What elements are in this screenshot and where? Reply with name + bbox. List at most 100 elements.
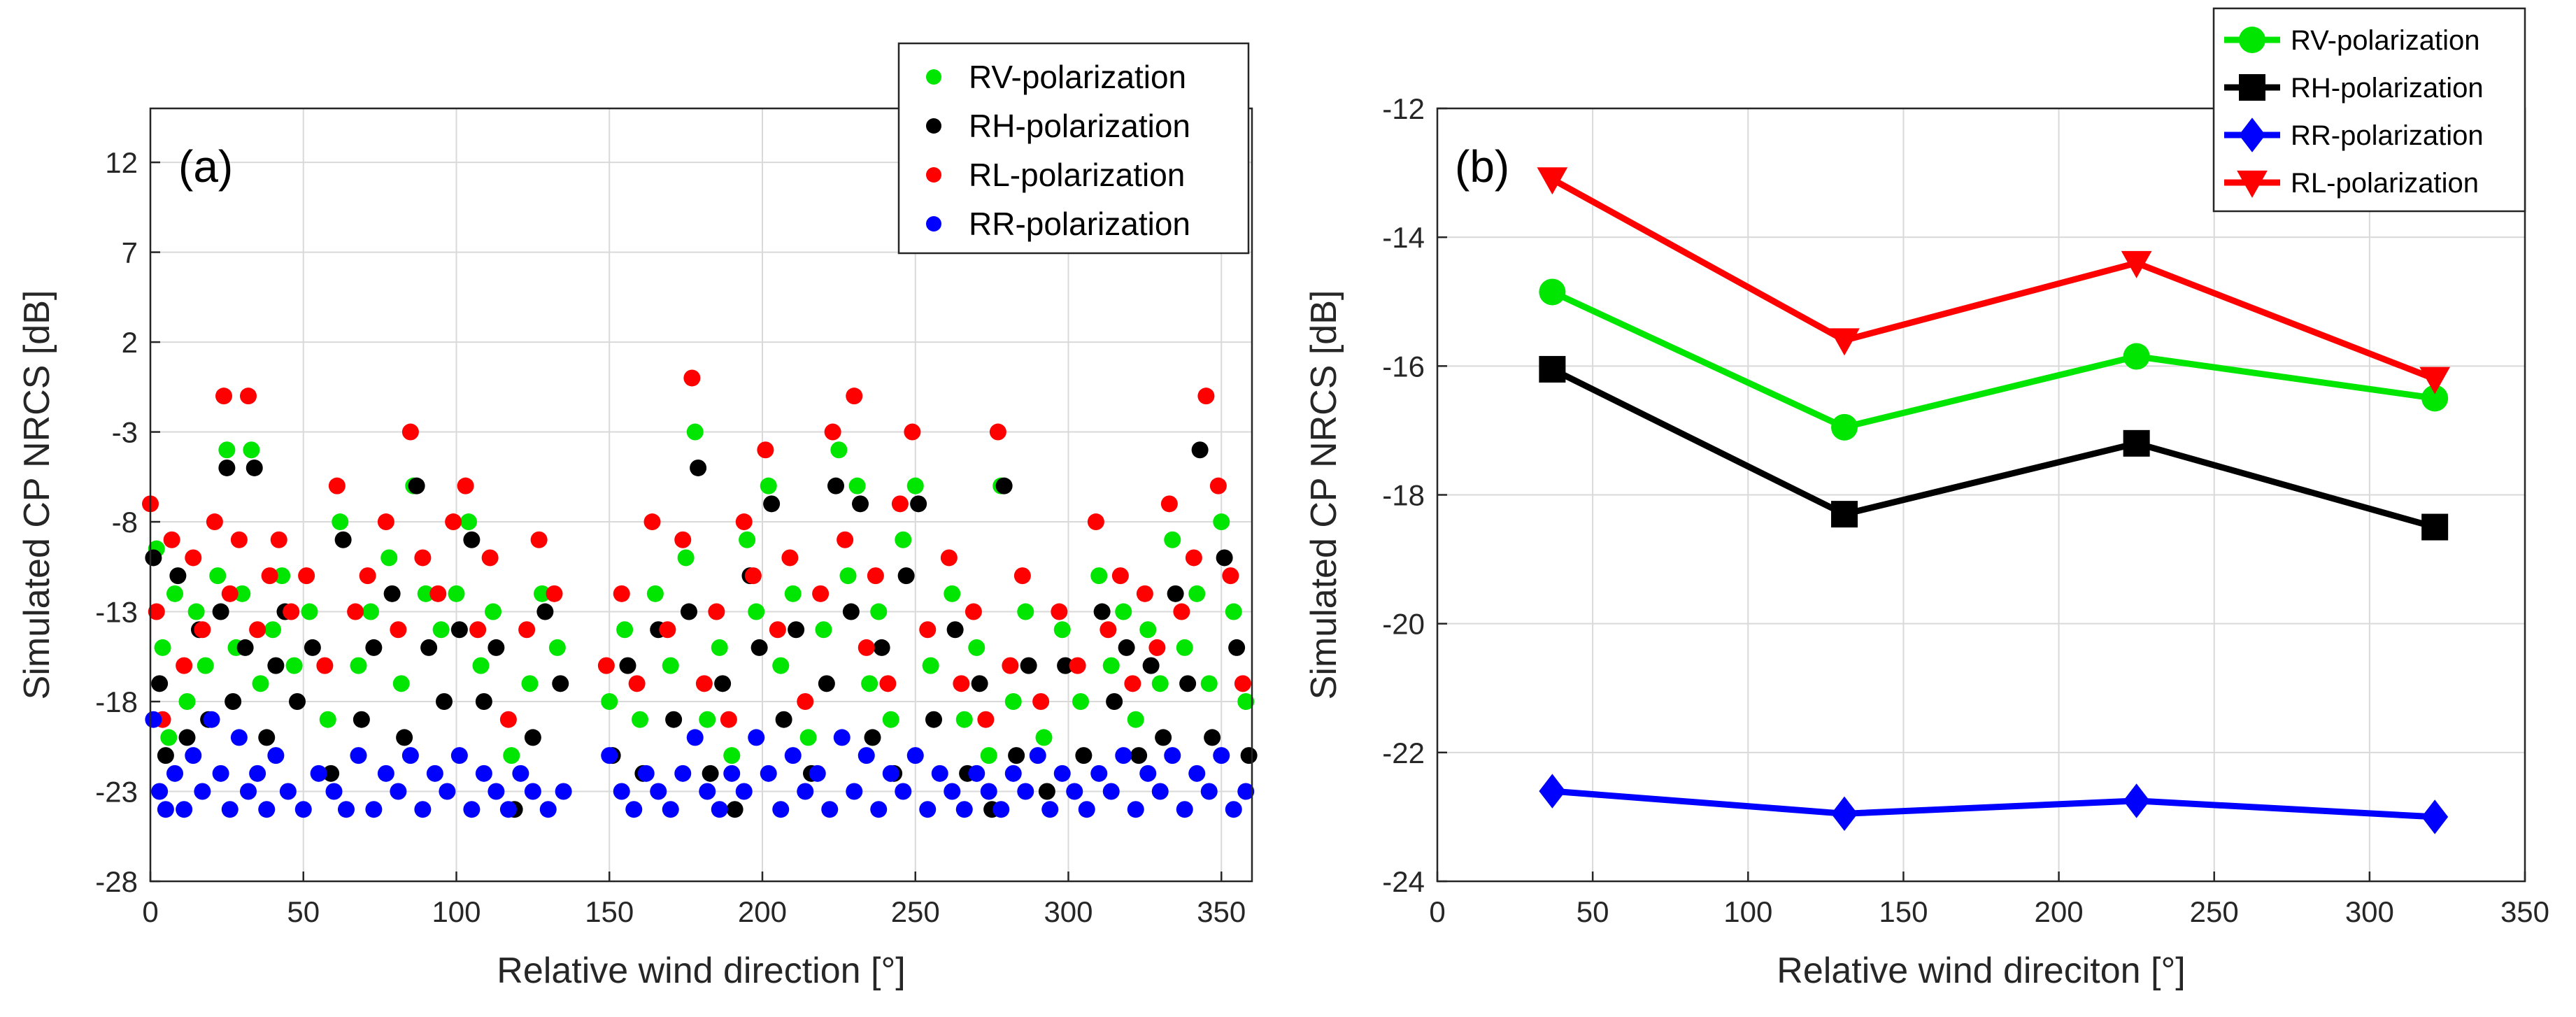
data-point bbox=[481, 549, 499, 567]
y-tick-label: -8 bbox=[112, 506, 138, 539]
data-point bbox=[536, 603, 554, 620]
y-tick-label: -18 bbox=[1382, 479, 1425, 512]
data-point bbox=[178, 729, 196, 746]
data-point bbox=[1102, 657, 1120, 674]
data-point bbox=[1234, 675, 1251, 692]
data-point bbox=[365, 801, 383, 818]
data-point bbox=[1148, 639, 1166, 656]
data-point bbox=[1127, 711, 1144, 728]
data-point bbox=[322, 764, 340, 782]
data-point bbox=[632, 711, 648, 728]
legend-marker bbox=[926, 69, 941, 85]
data-point bbox=[521, 675, 539, 692]
data-point bbox=[390, 621, 407, 639]
data-point bbox=[555, 783, 572, 800]
data-point bbox=[674, 531, 692, 548]
data-point bbox=[499, 801, 517, 818]
data-point bbox=[895, 783, 912, 800]
legend-marker bbox=[2239, 74, 2265, 101]
data-point bbox=[245, 459, 263, 476]
data-point bbox=[408, 477, 425, 495]
data-point bbox=[919, 801, 937, 818]
data-point bbox=[353, 711, 370, 728]
data-point bbox=[662, 657, 679, 674]
data-point bbox=[270, 531, 287, 548]
legend-entry: RL-polarization bbox=[2291, 168, 2479, 199]
data-point bbox=[524, 783, 541, 800]
x-tick-label: 0 bbox=[1429, 895, 1445, 928]
data-point bbox=[325, 783, 343, 800]
data-point bbox=[252, 675, 269, 692]
data-point bbox=[448, 585, 465, 602]
data-point bbox=[383, 585, 401, 602]
data-point bbox=[1167, 585, 1184, 602]
data-point bbox=[643, 513, 661, 531]
data-point bbox=[350, 747, 367, 764]
x-tick-label: 50 bbox=[287, 895, 320, 928]
data-point bbox=[861, 675, 878, 692]
data-point bbox=[846, 783, 863, 800]
data-point bbox=[1179, 675, 1197, 692]
data-point bbox=[1127, 801, 1144, 818]
data-point bbox=[1075, 747, 1093, 764]
data-marker bbox=[2421, 385, 2449, 412]
data-point bbox=[619, 657, 636, 674]
data-point bbox=[1078, 801, 1095, 818]
data-point bbox=[659, 621, 676, 639]
y-tick-label: 2 bbox=[122, 326, 138, 359]
data-point bbox=[821, 801, 839, 818]
data-marker bbox=[2123, 343, 2150, 370]
x-tick-label: 100 bbox=[432, 895, 481, 928]
data-point bbox=[267, 747, 285, 764]
data-point bbox=[809, 764, 826, 782]
data-point bbox=[1100, 621, 1117, 639]
data-point bbox=[833, 729, 851, 746]
data-point bbox=[971, 675, 988, 692]
data-point bbox=[524, 729, 541, 746]
data-point bbox=[503, 747, 520, 764]
x-tick-label: 150 bbox=[585, 895, 634, 928]
data-point bbox=[650, 783, 667, 800]
data-point bbox=[1013, 567, 1031, 585]
data-point bbox=[249, 621, 266, 639]
x-tick-labels: 0 50 100 150 200 250 300 350 bbox=[142, 895, 1246, 928]
data-point bbox=[1029, 747, 1046, 764]
y-tick-label: -18 bbox=[95, 685, 138, 718]
data-point bbox=[289, 693, 306, 711]
data-point bbox=[784, 585, 802, 602]
data-point bbox=[185, 549, 202, 567]
data-point bbox=[225, 693, 242, 711]
data-point bbox=[380, 549, 398, 567]
data-point bbox=[328, 477, 346, 495]
data-point bbox=[665, 711, 683, 728]
data-point bbox=[160, 729, 178, 746]
data-point bbox=[944, 585, 961, 602]
data-point bbox=[824, 423, 841, 441]
data-point bbox=[169, 567, 187, 585]
data-point bbox=[925, 711, 942, 728]
data-point bbox=[965, 603, 982, 620]
data-point bbox=[488, 783, 505, 800]
plot-frame bbox=[149, 107, 1253, 883]
series-rl-polarization bbox=[142, 369, 1251, 728]
data-point bbox=[1017, 603, 1034, 620]
data-point bbox=[1115, 747, 1132, 764]
data-point bbox=[512, 764, 529, 782]
data-point bbox=[837, 531, 854, 548]
data-point bbox=[597, 657, 615, 674]
data-point bbox=[285, 657, 303, 674]
data-point bbox=[145, 711, 162, 728]
data-point bbox=[944, 783, 961, 800]
data-point bbox=[852, 495, 869, 513]
series-lines bbox=[1551, 176, 2436, 820]
data-point bbox=[1164, 747, 1181, 764]
data-point bbox=[601, 747, 618, 764]
data-point bbox=[157, 747, 174, 764]
data-point bbox=[1216, 549, 1233, 567]
data-point bbox=[240, 783, 257, 800]
data-point bbox=[1237, 693, 1255, 711]
data-point bbox=[475, 693, 492, 711]
data-point bbox=[1038, 783, 1055, 800]
data-point bbox=[539, 801, 557, 818]
